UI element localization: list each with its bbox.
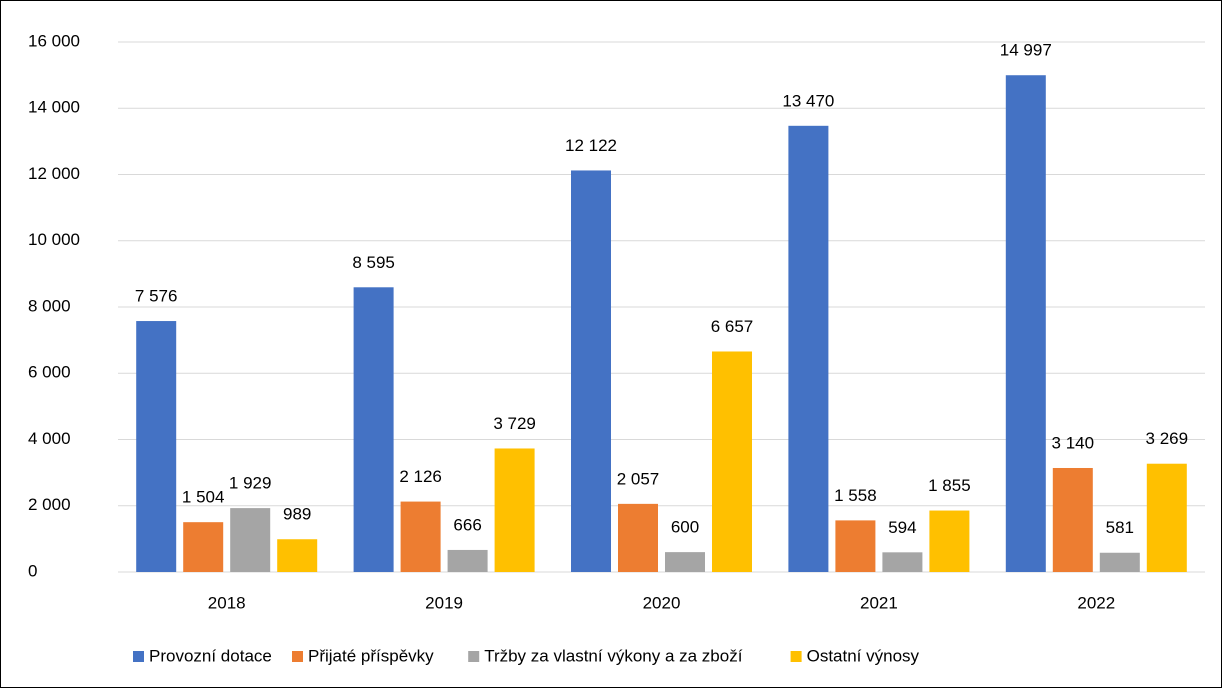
- y-tick-label: 16 000: [28, 31, 80, 50]
- bar: [618, 503, 658, 572]
- bar: [1052, 467, 1093, 572]
- x-tick-label: 2019: [425, 593, 463, 612]
- x-tick-label: 2021: [860, 593, 898, 612]
- data-label: 581: [1106, 518, 1134, 537]
- bar: [1099, 552, 1140, 572]
- y-tick-label: 14 000: [28, 98, 80, 117]
- y-tick-label: 4 000: [28, 429, 71, 448]
- bar: [835, 520, 876, 572]
- bar: [447, 549, 488, 572]
- legend-label: Ostatní výnosy: [807, 646, 920, 665]
- y-tick-label: 10 000: [28, 230, 80, 249]
- bar: [400, 501, 441, 572]
- legend-swatch: [133, 651, 144, 662]
- data-label: 1 929: [229, 474, 272, 493]
- data-label: 7 576: [135, 287, 178, 306]
- data-label: 600: [671, 518, 699, 537]
- data-label: 666: [453, 515, 481, 534]
- legend-swatch: [292, 651, 303, 662]
- data-label: 3 729: [493, 414, 536, 433]
- data-label: 1 558: [834, 486, 877, 505]
- bar: [277, 539, 318, 572]
- data-label: 2 057: [617, 469, 660, 488]
- bar: [183, 522, 224, 572]
- data-label: 12 122: [565, 136, 617, 155]
- bar: [712, 351, 752, 572]
- data-label: 6 657: [711, 317, 754, 336]
- bar: [882, 552, 923, 572]
- data-label: 2 126: [399, 467, 442, 486]
- x-tick-label: 2020: [643, 593, 681, 612]
- legend-label: Přijaté příspěvky: [308, 646, 434, 665]
- y-tick-label: 0: [28, 561, 37, 580]
- data-label: 3 269: [1146, 429, 1189, 448]
- legend-swatch: [790, 651, 802, 662]
- data-label: 1 504: [182, 488, 225, 507]
- y-tick-label: 2 000: [28, 495, 71, 514]
- y-tick-label: 12 000: [28, 164, 80, 183]
- bar: [494, 448, 535, 572]
- data-label: 989: [283, 505, 311, 524]
- bar: [1005, 75, 1046, 573]
- legend-label: Tržby za vlastní výkony a za zboží: [484, 646, 743, 665]
- x-tick-label: 2018: [208, 593, 246, 612]
- legend-swatch: [468, 651, 480, 662]
- data-label: 1 855: [928, 476, 971, 495]
- bar: [353, 287, 394, 572]
- data-label: 3 140: [1052, 433, 1095, 452]
- bar: [665, 552, 705, 572]
- bar: [571, 170, 611, 573]
- data-label: 14 997: [1000, 41, 1052, 60]
- y-tick-label: 6 000: [28, 363, 71, 382]
- bar: [929, 510, 970, 572]
- bar: [136, 321, 177, 572]
- data-label: 13 470: [782, 91, 834, 110]
- bar: [1146, 463, 1187, 572]
- x-tick-label: 2022: [1077, 593, 1115, 612]
- data-label: 8 595: [352, 253, 395, 272]
- y-tick-label: 8 000: [28, 296, 71, 315]
- data-label: 594: [888, 518, 916, 537]
- bar: [230, 508, 271, 572]
- legend-label: Provozní dotace: [149, 646, 272, 665]
- bar: [788, 125, 829, 573]
